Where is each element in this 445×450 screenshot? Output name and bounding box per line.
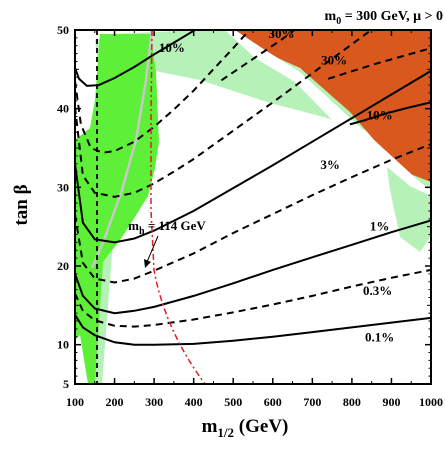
contour-label-10: 30% [268, 26, 294, 41]
contour-line-5 [349, 101, 431, 126]
contour-label-group: 0.1% 0.3% 1% 3% 10% 30% 10% 30% [159, 26, 394, 345]
contour-line-10 [220, 30, 297, 82]
tick-group [74, 29, 432, 385]
x-tick-label-9: 1000 [419, 395, 443, 409]
annotation-0: mh = 114 GeV [128, 218, 206, 237]
contour-line-4 [75, 70, 431, 244]
light-green-region-lower [385, 153, 431, 252]
contour-label-3: 3% [320, 157, 340, 172]
y-tick-label-4: 40 [57, 102, 69, 116]
x-tick-label-7: 800 [343, 395, 361, 409]
contour-label-0: 0.1% [365, 330, 394, 345]
contour-line-6 [75, 30, 373, 198]
tick-label-group: 100 200 300 400 500 600 700 800 900 1000510203040… [57, 23, 443, 409]
contour-group [75, 30, 431, 346]
white-gap [225, 30, 431, 196]
contour-line-0 [75, 314, 431, 346]
x-tick-label-3: 400 [185, 395, 203, 409]
contour-label-7: 30% [321, 53, 347, 68]
contour-label-1: 0.3% [363, 283, 392, 298]
contour-label-9: 10% [159, 40, 185, 55]
contour-line-3 [75, 143, 431, 284]
x-tick-label-5: 600 [264, 395, 282, 409]
orange-region [235, 30, 431, 182]
x-tick-label-6: 700 [303, 395, 321, 409]
y-tick-label-1: 10 [57, 338, 69, 352]
y-tick-label-0: 5 [63, 377, 69, 391]
x-axis-title: m1/2 (GeV) [202, 416, 289, 440]
contour-line-9 [75, 30, 197, 87]
x-tick-label-2: 300 [145, 395, 163, 409]
annotation-group: mh = 114 GeV [128, 218, 206, 237]
annotation-arrow [146, 235, 159, 263]
x-tick-label-8: 900 [382, 395, 400, 409]
y-axis-title: tan β [11, 184, 32, 225]
y-tick-label-2: 20 [57, 259, 69, 273]
chart-title: m0 = 300 GeV, μ > 0 [325, 9, 443, 27]
x-tick-label-4: 500 [224, 395, 242, 409]
y-tick-label-5: 50 [57, 23, 69, 37]
y-tick-label-3: 30 [57, 180, 69, 194]
higgs-red-line [150, 30, 206, 384]
contour-label-2: 1% [370, 219, 390, 234]
contour-line-1 [75, 268, 431, 328]
x-tick-label-1: 200 [106, 395, 124, 409]
grey-line [90, 30, 154, 269]
contour-label-5: 10% [367, 108, 393, 123]
x-tick-label-0: 100 [66, 395, 84, 409]
annotation-arrowhead [144, 259, 151, 268]
contour-line-8 [75, 30, 251, 154]
contour-line-2 [75, 219, 431, 315]
contour-line-7 [327, 47, 431, 80]
